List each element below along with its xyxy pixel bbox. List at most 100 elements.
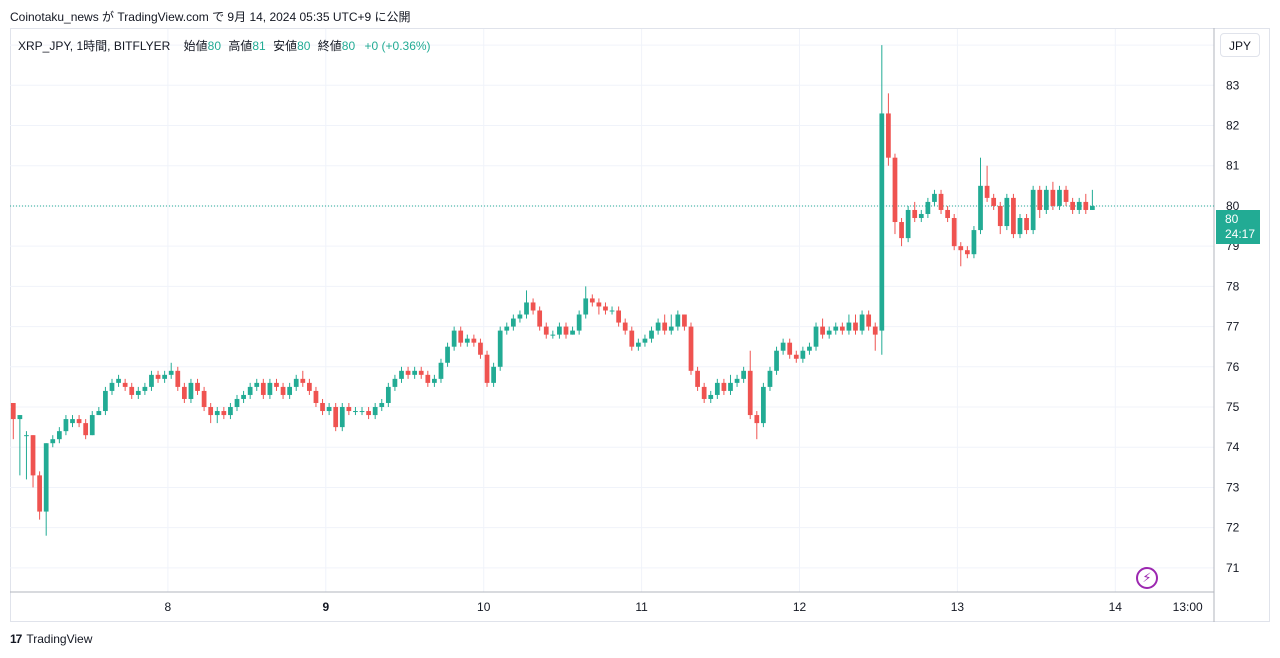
time-tick: 12 [793,600,807,614]
candle-body [635,342,641,347]
candle-body [313,390,319,403]
candle-body [478,342,483,355]
candle-up [464,334,470,347]
candle-body [175,370,181,387]
candle-body [787,342,793,355]
candle-body [162,374,167,379]
candle-up [497,326,503,371]
candle-up [214,407,220,424]
candle-up [96,407,102,416]
candle-body [708,394,714,399]
candle-body [155,374,161,379]
candle-body [339,407,345,428]
candle-down [886,93,891,166]
candle-body [372,407,378,416]
candle-body [629,330,635,347]
change-value: +0 (+0.36%) [364,39,431,53]
tradingview-brand[interactable]: 17 TradingView [10,632,92,646]
axis-frame [10,28,1215,622]
candle-up [557,322,562,339]
price-tick: 80 [1226,199,1240,213]
candle-up [254,378,260,391]
candle-down [991,193,997,210]
candle-body [826,330,832,335]
candle-body [945,209,950,219]
candle-down [603,302,608,315]
candle-up [570,326,575,335]
candle-down [221,407,227,420]
candle-up [609,306,615,315]
candle-body [879,113,885,331]
candle-up [971,226,977,259]
candle-down [208,402,214,424]
candle-body [649,330,654,339]
currency-button[interactable]: JPY [1220,33,1260,57]
candle-body [234,398,240,408]
candle-body [839,326,845,331]
chart-frame[interactable] [10,28,1270,622]
price-axis[interactable]: 7172737475767778798081828384 [1226,38,1240,575]
symbol-name[interactable]: XRP_JPY, 1時間, BITFLYER [18,39,171,53]
candle-up [550,330,556,339]
candle-body [813,326,819,347]
candle-up [432,374,437,387]
candle-up [1017,213,1023,239]
candle-up [780,338,786,355]
candle-body [221,411,227,416]
low-label: 安値 [273,39,298,53]
candle-up [813,322,819,351]
candle-up [1057,185,1062,210]
symbol-legend: XRP_JPY, 1時間, BITFLYER 始値80 高値81 安値80 終値… [18,37,431,54]
candle-body [201,390,207,408]
candle-up [728,374,733,395]
candle-body [445,346,450,363]
candle-body [24,435,29,437]
candle-body [280,386,286,395]
candle-up [109,378,115,395]
time-tick: 9 [322,600,329,614]
candle-body [188,382,194,399]
candle-body [438,362,444,379]
time-axis[interactable]: 8 9 10 11 12 13 14 13:00 [165,600,1203,614]
candle-down [899,218,904,247]
high-label: 高値 [228,39,253,53]
candle-body [616,310,621,323]
candle-up [859,310,865,335]
candle-up [149,370,154,391]
candle-down [195,378,200,395]
candle-down [951,213,957,251]
candle-body [504,326,510,331]
candle-body [267,382,273,395]
candle-body [905,209,911,239]
candle-down [307,378,312,395]
candle-up [978,157,983,235]
candle-down [30,435,36,488]
candle-up [339,402,345,432]
candle-body [1050,189,1056,206]
candle-up [162,370,167,383]
candle-down [405,366,411,379]
candle-body [714,382,720,395]
candle-down [155,370,161,383]
lightning-bolt-icon[interactable]: ⚡ [1136,567,1158,589]
candle-body [300,378,306,383]
candle-body [497,330,503,367]
candle-body [622,322,628,331]
candle-body [405,370,411,375]
candle-body [149,374,154,387]
candle-body [142,386,148,391]
candle-body [491,366,496,383]
candle-down [589,294,595,307]
candle-body [1070,201,1076,210]
candle-body [800,350,806,359]
candle-body [307,382,312,391]
candle-up [734,374,740,387]
candles [10,45,1095,536]
time-tick: 13 [951,600,965,614]
candle-body [412,370,418,375]
candle-up [89,411,95,436]
candle-body [741,370,747,379]
candle-down [37,471,42,520]
candle-down [530,298,536,315]
